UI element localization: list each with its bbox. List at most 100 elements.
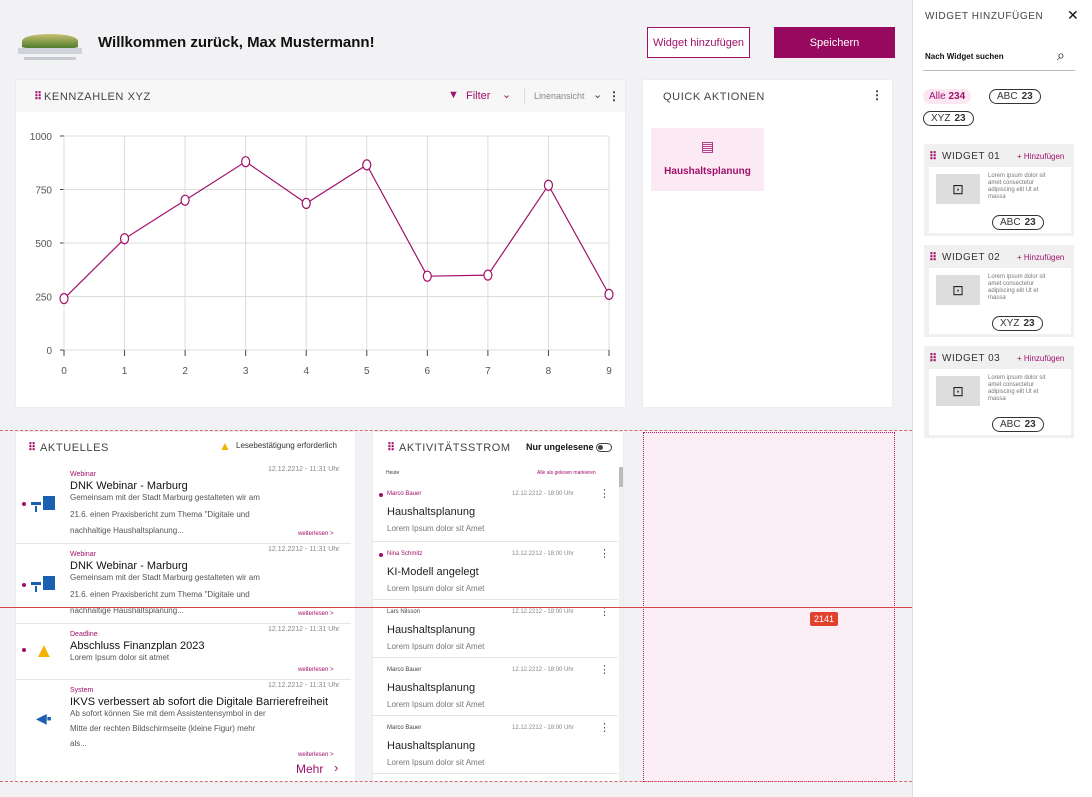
chip-alle[interactable]: Alle 234: [923, 89, 972, 104]
megaphone-icon: [31, 496, 55, 514]
unread-dot: [379, 493, 383, 497]
more-icon[interactable]: ⋮: [599, 548, 610, 560]
filter-icon[interactable]: ▼: [448, 89, 459, 101]
drag-handle-icon[interactable]: ⠿: [929, 151, 938, 163]
add-widget-link[interactable]: + Hinzufügen: [1017, 253, 1065, 262]
activity-item[interactable]: Lars Nilsson 12.12.2212 - 18:00 Uhr ⋮ Ha…: [373, 600, 618, 658]
news-category: System: [70, 687, 94, 694]
x-tick-label: 8: [546, 366, 552, 377]
widget-search-input[interactable]: Nach Widget suchen: [925, 52, 1004, 61]
activity-desc: Lorem Ipsum dolor sit Amet: [387, 700, 485, 709]
x-tick-label: 5: [364, 366, 370, 377]
more-icon[interactable]: ⋮: [599, 664, 610, 676]
activity-item[interactable]: Nina Schmitz 12.12.2212 - 18:00 Uhr ⋮ KI…: [373, 542, 618, 600]
drag-handle-icon[interactable]: ⠿: [387, 442, 396, 454]
news-item[interactable]: Webinar 12.12.2212 - 11:31 Uhr DNK Webin…: [16, 544, 351, 624]
megaphone-icon: ◀▪: [36, 710, 52, 726]
news-item[interactable]: ▲ Deadline 12.12.2212 - 11:31 Uhr Abschl…: [16, 624, 351, 680]
more-icon[interactable]: ⋮: [608, 89, 620, 103]
news-category: Webinar: [70, 551, 96, 558]
activity-item[interactable]: Marco Bauer 12.12.2212 - 18:00 Uhr ⋮ Hau…: [373, 482, 618, 542]
activity-title: Haushaltsplanung: [387, 506, 476, 518]
news-title[interactable]: DNK Webinar - Marburg: [70, 480, 188, 492]
read-more-link[interactable]: weiterlesen >: [298, 531, 334, 537]
add-widget-link[interactable]: + Hinzufügen: [1017, 354, 1065, 363]
more-icon[interactable]: ⋮: [599, 722, 610, 734]
activity-date: 12.12.2212 - 18:00 Uhr: [512, 491, 574, 497]
news-text: Gemeinsam mit der Stadt Marburg gestalte…: [70, 493, 260, 502]
activity-item[interactable]: Marco Bauer 12.12.2212 - 18:00 Uhr ⋮ Hau…: [373, 658, 618, 716]
filter-button[interactable]: Filter: [466, 90, 491, 102]
save-button[interactable]: Speichern: [774, 27, 895, 58]
card-title: AKTUELLES: [40, 442, 109, 454]
news-item[interactable]: Webinar 12.12.2212 - 11:31 Uhr DNK Webin…: [16, 464, 351, 544]
chevron-right-icon[interactable]: ›: [334, 760, 339, 775]
widget-search-field[interactable]: Nach Widget suchen ⌕: [923, 44, 1075, 71]
warning-icon: ▲: [219, 439, 231, 453]
news-item[interactable]: ◀▪ System 12.12.2212 - 11:31 Uhr IKVS ve…: [16, 680, 351, 765]
chip-xyz[interactable]: XYZ 23: [923, 111, 974, 126]
tag-label: XYZ: [1000, 318, 1020, 329]
search-icon[interactable]: ⌕: [1057, 47, 1065, 63]
widget-tag: ABC 23: [992, 417, 1044, 432]
x-tick-label: 4: [303, 366, 309, 377]
unread-toggle[interactable]: [596, 443, 612, 452]
activity-date: 12.12.2212 - 18:00 Uhr: [512, 551, 574, 557]
drag-handle-icon[interactable]: ⠿: [34, 91, 43, 103]
series-line: [63, 160, 610, 300]
news-title[interactable]: Abschluss Finanzplan 2023: [70, 640, 205, 652]
guide-line: [0, 430, 1092, 431]
widget-card[interactable]: ⠿ WIDGET 03 + Hinzufügen ⊡ Lorem ipsum d…: [924, 346, 1074, 438]
activity-user: Lars Nilsson: [387, 609, 421, 615]
news-text: Mitte der rechten Bildschirmseite (klein…: [70, 724, 256, 733]
more-icon[interactable]: ⋮: [871, 88, 883, 102]
chip-abc[interactable]: ABC 23: [989, 89, 1041, 104]
chevron-down-icon[interactable]: ⌄: [502, 89, 512, 101]
news-title[interactable]: DNK Webinar - Marburg: [70, 560, 188, 572]
chevron-down-icon[interactable]: ⌄: [593, 89, 603, 101]
x-tick-label: 0: [61, 366, 67, 377]
chip-label: Alle: [929, 91, 946, 102]
widget-card[interactable]: ⠿ WIDGET 02 + Hinzufügen ⊡ Lorem ipsum d…: [924, 245, 1074, 337]
tag-count: 23: [1024, 419, 1036, 430]
unread-dot: [22, 648, 26, 652]
x-tick-label: 6: [425, 366, 431, 377]
news-text: 21.6. einen Praxisbericht zum Thema "Dig…: [70, 590, 250, 599]
activity-item[interactable]: Marco Bauer 12.12.2212 - 18:00 Uhr ⋮ Hau…: [373, 716, 618, 774]
drag-handle-icon[interactable]: ⠿: [929, 252, 938, 264]
more-link[interactable]: Mehr: [296, 762, 324, 776]
add-widget-button[interactable]: Widget hinzufügen: [647, 27, 750, 58]
drag-handle-icon[interactable]: ⠿: [929, 353, 938, 365]
add-widget-link[interactable]: + Hinzufügen: [1017, 152, 1065, 161]
widget-desc: Lorem ipsum dolor sit: [988, 173, 1046, 179]
scrollbar[interactable]: [619, 467, 623, 782]
widget-card[interactable]: ⠿ WIDGET 01 + Hinzufügen ⊡ Lorem ipsum d…: [924, 144, 1074, 236]
quick-action-haushaltsplanung[interactable]: ▤ Haushaltsplanung: [651, 128, 764, 191]
activity-user: Marco Bauer: [387, 725, 422, 731]
mark-all-read-link[interactable]: Alle als gelesen markieren: [537, 470, 596, 476]
read-more-link[interactable]: weiterlesen >: [298, 752, 334, 758]
more-icon[interactable]: ⋮: [599, 606, 610, 618]
read-confirmation-badge: Lesebestätigung erforderlich: [236, 441, 337, 450]
news-text: Ab sofort können Sie mit dem Assistenten…: [70, 709, 266, 718]
guide-line: [0, 781, 1092, 782]
tag-label: ABC: [1000, 217, 1021, 228]
drag-handle-icon[interactable]: ⠿: [28, 442, 37, 454]
read-more-link[interactable]: weiterlesen >: [298, 667, 334, 673]
calculator-icon: ▤: [701, 138, 715, 154]
close-icon[interactable]: ✕: [1067, 7, 1079, 23]
line-chart: 0 250 500 750 1000 0 1 2 3 4 5 6 7 8 9: [30, 132, 614, 377]
news-text: 21.6. einen Praxisbericht zum Thema "Dig…: [70, 510, 250, 519]
view-select[interactable]: Linenansicht: [534, 91, 585, 101]
image-icon: ⊡: [936, 376, 980, 406]
activity-desc: Lorem Ipsum dolor sit Amet: [387, 758, 485, 767]
data-point: [543, 179, 554, 191]
widget-desc: Lorem ipsum dolor sit: [988, 274, 1046, 280]
more-icon[interactable]: ⋮: [599, 488, 610, 500]
widget-tag: ABC 23: [992, 215, 1044, 230]
news-title[interactable]: IKVS verbessert ab sofort die Digitale B…: [70, 696, 329, 708]
welcome-heading: Willkommen zurück, Max Mustermann!: [98, 34, 375, 51]
read-more-link[interactable]: weiterlesen >: [298, 611, 334, 617]
widget-desc: amet consectetur: [988, 382, 1035, 388]
widget-desc: massa: [988, 396, 1006, 402]
